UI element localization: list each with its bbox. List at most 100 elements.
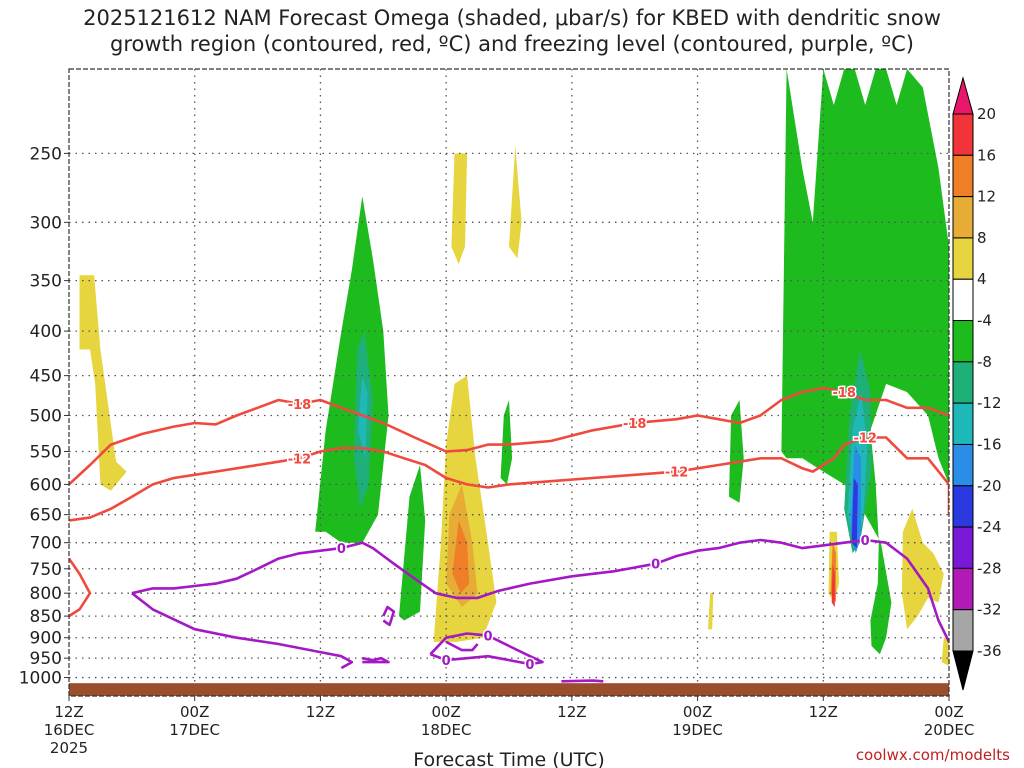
x-tick-label-0-1: 16DEC: [44, 721, 95, 739]
colorbar-label-3: 8: [977, 229, 987, 247]
y-tick-label-800: 800: [30, 584, 62, 604]
colorbar-label-8: -16: [977, 435, 1002, 453]
y-tick-label-700: 700: [30, 534, 62, 554]
y-tick-label-350: 350: [30, 272, 62, 292]
y-tick-label-1000: 1000: [19, 669, 62, 689]
y-tick-label-550: 550: [30, 443, 62, 463]
contour-1: [69, 436, 949, 522]
omega-region-0: [79, 275, 127, 491]
y-tick-label-900: 900: [30, 629, 62, 649]
colorbar-label-11: -28: [977, 559, 1002, 577]
x-axis-label: Forecast Time (UTC): [413, 749, 604, 768]
colorbar-label-0: 20: [977, 105, 996, 123]
contour-label-0-2: -18: [832, 386, 856, 401]
y-axis: 2503003504004505005506006507007508008509…: [19, 144, 69, 689]
chart-title-line-2: growth region (contoured, red, ºC) and f…: [110, 32, 914, 56]
x-tick-label-7-1: 20DEC: [924, 721, 975, 739]
contour-label-7-2: 0: [442, 654, 451, 669]
omega-region-9: [509, 145, 522, 259]
colorbar-box-3: [952, 237, 974, 280]
omega-region-7: [452, 520, 470, 594]
omega-region-20: [831, 563, 835, 608]
contour-8: [561, 679, 604, 683]
y-tick-label-250: 250: [30, 144, 62, 164]
x-tick-label-1-0: 00Z: [180, 703, 209, 721]
x-tick-label-3-0: 00Z: [431, 703, 460, 721]
contour-6: [382, 605, 396, 627]
contour-label-2-0: 0: [337, 542, 346, 557]
plot-frame: [68, 68, 950, 697]
gridlines: [69, 69, 949, 696]
y-tick-label-600: 600: [30, 475, 62, 495]
colorbar-label-6: -8: [977, 353, 992, 371]
colorbar-label-7: -12: [977, 394, 1002, 412]
omega-region-17: [851, 478, 858, 549]
colorbar-box-12: [952, 609, 974, 652]
colorbar-box-9: [952, 485, 974, 528]
colorbar-box-0: [952, 113, 974, 156]
contour-label-2-1: 0: [651, 558, 660, 573]
y-tick-label-650: 650: [30, 506, 62, 526]
plot-border: [68, 68, 950, 697]
x-tick-label-1-1: 17DEC: [169, 721, 220, 739]
colorbar-box-7: [952, 402, 974, 445]
colorbar-label-10: -24: [977, 518, 1002, 536]
colorbar-box-2: [952, 196, 974, 239]
x-tick-label-0-0: 12Z: [54, 703, 83, 721]
x-tick-label-4-0: 12Z: [557, 703, 586, 721]
chart-title-line-1: 2025121612 NAM Forecast Omega (shaded, μ…: [83, 6, 941, 30]
x-tick-label-2-0: 12Z: [306, 703, 335, 721]
contour-7: [429, 632, 544, 666]
contour-label-1-2: -12: [853, 431, 877, 446]
colorbar-box-11: [952, 567, 974, 611]
colorbar-box-8: [952, 443, 974, 487]
y-tick-label-950: 950: [30, 649, 62, 669]
contour-3: [131, 592, 354, 670]
contour-label-0-1: -18: [623, 417, 647, 432]
temperature-contours: -18 -18 -18 -12 -12 -12 0 0 0 0 0 0: [69, 385, 949, 683]
y-tick-label-750: 750: [30, 560, 62, 580]
omega-region-10: [500, 400, 513, 485]
contour-2: [131, 538, 949, 643]
contour-label-1-1: -12: [665, 466, 689, 481]
omega-region-22: [941, 637, 949, 666]
colorbar-label-4: 4: [977, 270, 987, 288]
colorbar-label-13: -36: [977, 642, 1002, 660]
y-tick-label-850: 850: [30, 607, 62, 627]
omega-region-21: [901, 508, 944, 630]
omega-region-12: [708, 593, 714, 630]
colorbar-box-4: [952, 278, 974, 322]
colorbar-label-2: 12: [977, 188, 996, 206]
omega-region-8: [451, 153, 468, 264]
y-tick-label-400: 400: [30, 322, 62, 342]
y-tick-label-450: 450: [30, 367, 62, 387]
contour-label-1-0: -12: [288, 452, 312, 467]
x-tick-label-0-2: 2025: [50, 739, 88, 757]
contour-0: [69, 386, 949, 486]
colorbar-label-12: -32: [977, 601, 1002, 619]
colorbar-box-5: [952, 320, 974, 363]
credit-link[interactable]: coolwx.com/modelts: [855, 746, 1010, 764]
surface-fill: [69, 683, 949, 696]
colorbar-box-10: [952, 526, 974, 569]
omega-region-1: [315, 196, 389, 543]
contour-5: [362, 656, 390, 664]
contour-4: [69, 557, 92, 618]
x-tick-label-3-1: 18DEC: [421, 721, 472, 739]
contour-label-2-2: 0: [861, 534, 870, 549]
colorbar-label-9: -20: [977, 477, 1002, 495]
contour-label-7-0: 0: [484, 630, 493, 645]
colorbar-label-1: 16: [977, 146, 996, 164]
colorbar-arrow-bottom: [952, 650, 974, 691]
omega-region-11: [729, 400, 744, 503]
contour-9: [445, 640, 479, 652]
colorbar-label-5: -4: [977, 312, 992, 330]
contour-label-7-1: 0: [525, 658, 534, 673]
x-tick-label-5-0: 00Z: [683, 703, 712, 721]
y-tick-label-500: 500: [30, 406, 62, 426]
x-tick-label-5-1: 19DEC: [672, 721, 723, 739]
omega-shading: [79, 69, 949, 666]
y-tick-label-300: 300: [30, 213, 62, 233]
